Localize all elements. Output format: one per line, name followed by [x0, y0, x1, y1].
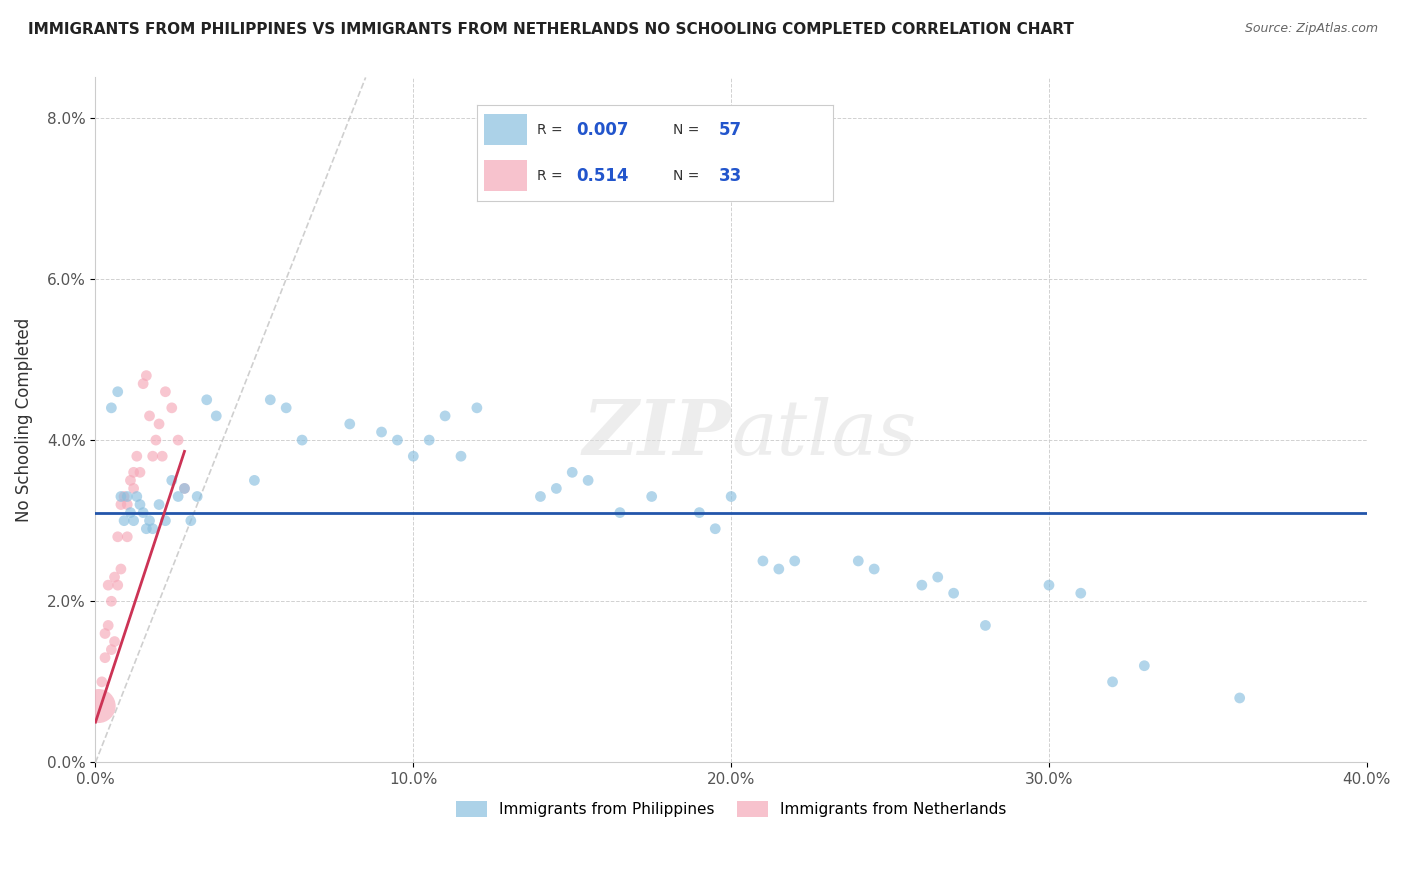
Point: [103, 634, 125, 648]
Point: [155, 384, 177, 399]
Point: [132, 506, 155, 520]
Point: [186, 490, 208, 504]
Point: [129, 466, 152, 480]
Point: [863, 562, 886, 576]
Point: [259, 392, 281, 407]
Point: [122, 482, 145, 496]
Point: [150, 449, 173, 463]
Point: [148, 498, 170, 512]
Point: [138, 514, 160, 528]
Point: [132, 376, 155, 391]
Point: [112, 490, 135, 504]
Point: [927, 570, 949, 584]
Point: [173, 482, 195, 496]
Point: [167, 490, 190, 504]
Point: [110, 562, 132, 576]
Point: [465, 401, 488, 415]
Point: [783, 554, 806, 568]
Point: [402, 449, 425, 463]
Point: [688, 506, 710, 520]
Text: IMMIGRANTS FROM PHILIPPINES VS IMMIGRANTS FROM NETHERLANDS NO SCHOOLING COMPLETE: IMMIGRANTS FROM PHILIPPINES VS IMMIGRANT…: [28, 22, 1074, 37]
Point: [125, 449, 148, 463]
Y-axis label: No Schooling Completed: No Schooling Completed: [15, 318, 32, 522]
Point: [100, 401, 122, 415]
Point: [276, 401, 298, 415]
Point: [205, 409, 228, 423]
Point: [117, 498, 139, 512]
Point: [370, 425, 392, 439]
Point: [87, 699, 110, 714]
Point: [138, 409, 160, 423]
Point: [100, 594, 122, 608]
Point: [561, 466, 583, 480]
Legend: Immigrants from Philippines, Immigrants from Netherlands: Immigrants from Philippines, Immigrants …: [450, 795, 1012, 823]
Point: [291, 433, 314, 447]
Point: [434, 409, 457, 423]
Point: [720, 490, 742, 504]
Point: [609, 506, 631, 520]
Point: [576, 474, 599, 488]
Point: [97, 578, 120, 592]
Point: [90, 674, 112, 689]
Point: [180, 514, 202, 528]
Point: [120, 474, 142, 488]
Text: atlas: atlas: [731, 397, 917, 471]
Point: [120, 506, 142, 520]
Point: [125, 490, 148, 504]
Point: [145, 433, 167, 447]
Point: [243, 474, 266, 488]
Point: [142, 522, 165, 536]
Point: [546, 482, 568, 496]
Point: [135, 522, 157, 536]
Point: [100, 642, 122, 657]
Point: [1038, 578, 1060, 592]
Point: [117, 530, 139, 544]
Point: [1229, 690, 1251, 705]
Point: [450, 449, 472, 463]
Point: [142, 449, 165, 463]
Point: [160, 474, 183, 488]
Point: [768, 562, 790, 576]
Text: Source: ZipAtlas.com: Source: ZipAtlas.com: [1244, 22, 1378, 36]
Point: [112, 514, 135, 528]
Point: [155, 514, 177, 528]
Point: [173, 482, 195, 496]
Text: ZIP: ZIP: [582, 397, 731, 471]
Point: [1101, 674, 1123, 689]
Point: [129, 498, 152, 512]
Point: [135, 368, 157, 383]
Point: [339, 417, 361, 431]
Point: [704, 522, 727, 536]
Point: [117, 490, 139, 504]
Point: [1133, 658, 1156, 673]
Point: [167, 433, 190, 447]
Point: [942, 586, 965, 600]
Point: [110, 490, 132, 504]
Point: [122, 466, 145, 480]
Point: [103, 570, 125, 584]
Point: [97, 618, 120, 632]
Point: [418, 433, 440, 447]
Point: [1070, 586, 1092, 600]
Point: [107, 578, 129, 592]
Point: [122, 514, 145, 528]
Point: [846, 554, 869, 568]
Point: [752, 554, 775, 568]
Point: [148, 417, 170, 431]
Point: [110, 498, 132, 512]
Point: [160, 401, 183, 415]
Point: [911, 578, 934, 592]
Point: [107, 384, 129, 399]
Point: [974, 618, 997, 632]
Point: [195, 392, 218, 407]
Point: [107, 530, 129, 544]
Point: [94, 650, 117, 665]
Point: [94, 626, 117, 640]
Point: [529, 490, 551, 504]
Point: [641, 490, 664, 504]
Point: [387, 433, 409, 447]
